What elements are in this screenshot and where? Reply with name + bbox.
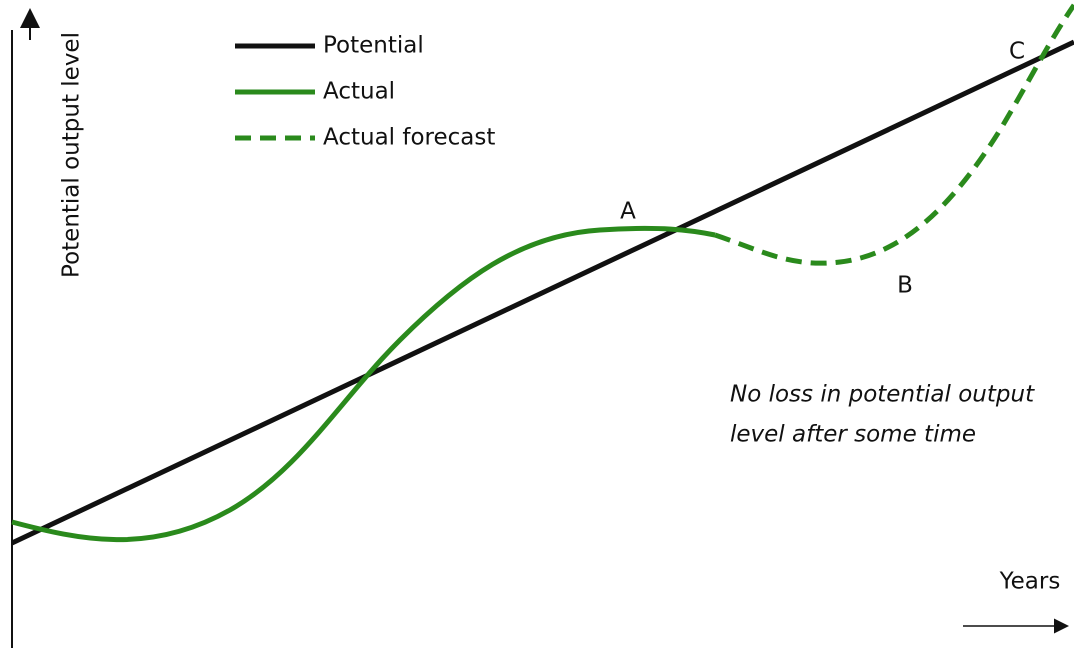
potential-line [10,39,1074,546]
legend-label: Actual forecast [323,125,495,151]
y-axis-label: Potential output level [59,32,85,278]
actual-line [11,225,716,543]
point-label: B [897,273,913,299]
x-axis-label: Years [999,569,1061,595]
legend-label: Actual [323,79,395,105]
point-label: A [620,199,636,225]
forecast-line [714,3,1074,266]
legend-label: Potential [323,33,424,59]
annotation: level after some time [730,422,976,448]
point-label: C [1009,39,1025,65]
annotation: No loss in potential output [730,382,1035,408]
